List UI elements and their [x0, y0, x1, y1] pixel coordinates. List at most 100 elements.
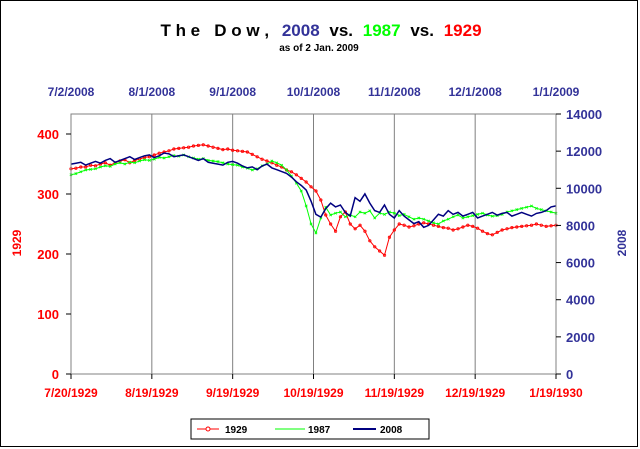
series-layer [69, 143, 558, 257]
series-point-1987 [152, 157, 156, 161]
series-point-1987 [231, 163, 235, 167]
series-point-1987 [143, 158, 146, 162]
right-tick-label: 2000 [566, 330, 595, 345]
series-point-1929 [172, 147, 176, 151]
series-point-1987 [108, 164, 112, 168]
series-point-1929 [397, 222, 401, 226]
series-point-1987 [138, 159, 142, 163]
series-point-1929 [226, 147, 230, 151]
axes-layer: 7/20/1929 8/19/1929 9/19/1929 10/19/1929 11/… [37, 85, 602, 400]
top-tick-label: 9/1/2008 [209, 85, 256, 99]
series-point-1987 [427, 219, 431, 223]
title-prefix: T h e D o w , [160, 21, 269, 40]
series-point-1929 [191, 144, 196, 148]
bottom-tick-label: 12/19/1929 [445, 386, 505, 400]
series-point-1929 [402, 223, 406, 227]
series-point-1987 [128, 160, 132, 164]
series-point-1987 [525, 205, 529, 209]
right-tick-label: 8000 [566, 218, 595, 233]
series-point-1929 [348, 222, 352, 226]
series-point-1987 [338, 210, 342, 214]
series-point-1929 [103, 161, 107, 165]
series-point-1987 [407, 215, 411, 219]
left-tick-label: 400 [37, 127, 59, 142]
series-point-1987 [471, 214, 475, 218]
series-point-1929 [407, 225, 411, 229]
series-point-1929 [358, 223, 362, 227]
series-point-1929 [510, 226, 514, 230]
series-point-1987 [466, 215, 470, 219]
series-point-1929 [284, 168, 289, 172]
title-year-2008: 2008 [282, 21, 320, 40]
series-point-1929 [412, 224, 416, 228]
series-point-1987 [510, 209, 514, 213]
series-point-1929 [500, 228, 504, 232]
series-line-2008 [70, 152, 557, 229]
series-point-1929 [299, 176, 303, 180]
series-point-1987 [309, 222, 313, 226]
series-point-1929 [74, 166, 78, 170]
series-point-1987 [329, 213, 333, 217]
series-point-1929 [167, 149, 171, 153]
bottom-tick-label: 11/19/1929 [365, 386, 425, 400]
series-point-1987 [89, 167, 93, 171]
series-point-1929 [338, 215, 343, 219]
series-point-1987 [118, 161, 122, 165]
series-point-1929 [436, 224, 441, 228]
series-point-1929 [534, 222, 539, 226]
series-point-1929 [471, 224, 475, 228]
series-point-1929 [221, 148, 225, 152]
series-point-1929 [549, 224, 553, 228]
series-point-1987 [530, 204, 533, 208]
series-point-1987 [539, 208, 543, 212]
series-point-1929 [544, 224, 548, 228]
series-point-1987 [84, 168, 88, 172]
series-point-1929 [441, 226, 445, 230]
bottom-tick-label: 9/19/1929 [206, 386, 260, 400]
series-point-1929 [451, 228, 455, 232]
series-point-1987 [314, 231, 318, 235]
series-point-1987 [441, 219, 445, 223]
top-tick-label: 11/1/2008 [368, 85, 421, 99]
series-point-1987 [285, 168, 289, 172]
series-point-1987 [221, 161, 225, 165]
series-point-1987 [422, 217, 426, 221]
series-point-1929 [490, 233, 494, 237]
bottom-tick-label: 7/20/1929 [44, 386, 98, 400]
grid-lines [151, 114, 476, 374]
series-point-1987 [216, 160, 220, 164]
series-point-1987 [270, 159, 274, 163]
series-point-1929 [378, 249, 382, 253]
series-point-1987 [167, 155, 171, 159]
series-point-1929 [368, 239, 372, 243]
series-point-1987 [103, 164, 107, 168]
title-year-1929: 1929 [444, 21, 482, 40]
series-point-1929 [265, 159, 269, 163]
series-point-1929 [177, 146, 181, 150]
series-point-1929 [235, 149, 240, 153]
series-point-1987 [392, 211, 396, 215]
title-year-1987: 1987 [363, 21, 401, 40]
series-point-1987 [436, 222, 440, 226]
top-tick-label: 7/2/2008 [48, 85, 95, 99]
series-point-1929 [505, 227, 509, 231]
series-point-1987 [363, 211, 367, 215]
series-point-1987 [275, 161, 279, 165]
series-point-1987 [549, 210, 553, 214]
series-point-1987 [397, 214, 401, 218]
series-point-1987 [147, 158, 151, 162]
series-point-1929 [539, 223, 543, 227]
right-tick-label: 0 [566, 367, 573, 382]
chart-title: T h e D o w , 2008 vs. 1987 vs. 1929 [160, 21, 481, 40]
right-tick-label: 6000 [566, 256, 595, 271]
series-point-1929 [250, 152, 254, 156]
right-tick-label: 14000 [566, 107, 602, 122]
top-tick-label: 8/1/2008 [128, 85, 175, 99]
series-point-1987 [98, 165, 102, 169]
series-point-1987 [481, 211, 484, 215]
legend-label-2008: 2008 [380, 425, 403, 436]
series-point-1987 [280, 163, 284, 167]
series-point-1987 [162, 156, 166, 160]
left-tick-label: 100 [37, 307, 59, 322]
